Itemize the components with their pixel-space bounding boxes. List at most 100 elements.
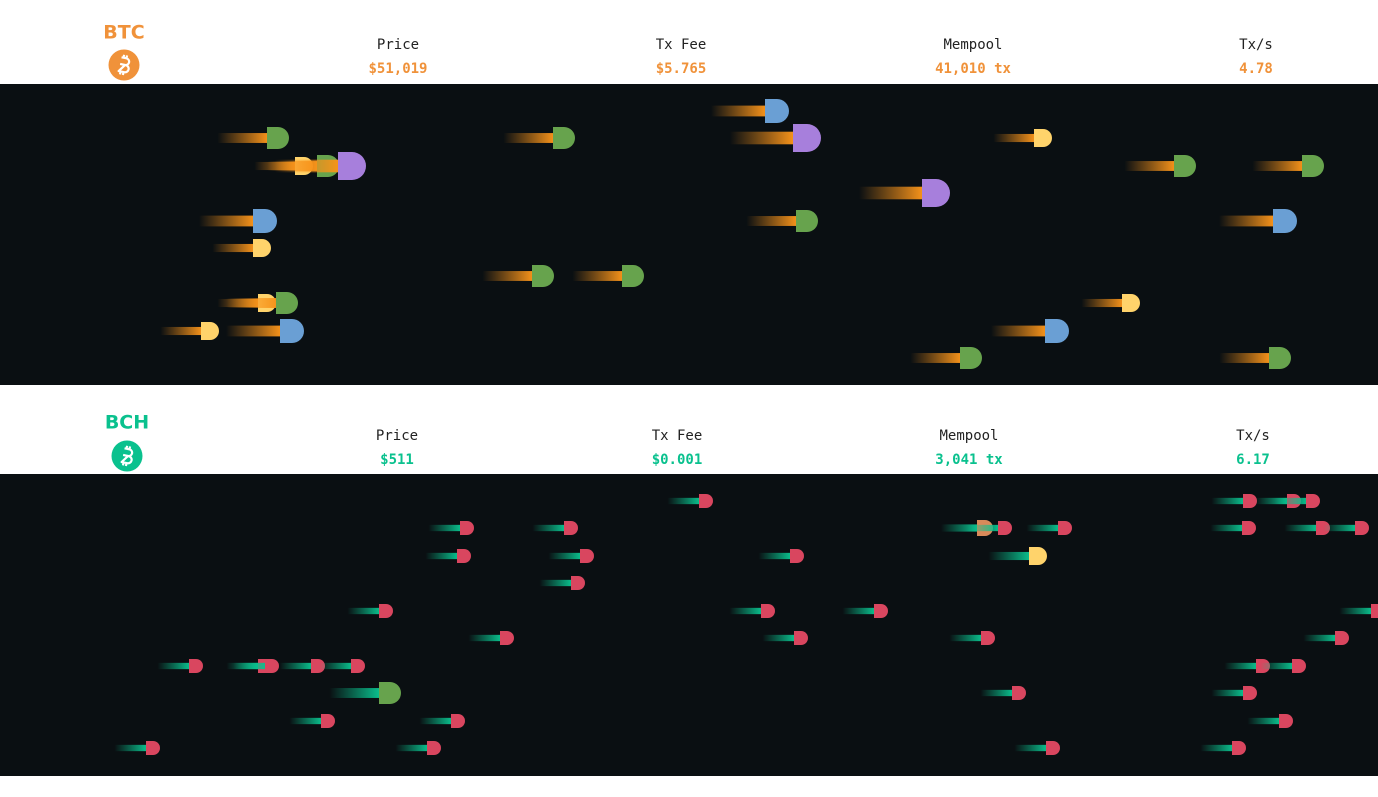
stat-label: Price [377, 37, 419, 53]
tx-trail [199, 215, 254, 227]
tx-block [765, 99, 789, 123]
tx-trail [539, 579, 572, 587]
tx-block [276, 292, 298, 314]
tx-trail [980, 689, 1013, 697]
tx-block [321, 714, 335, 728]
tx-trail [910, 353, 961, 363]
tx-trail [1260, 662, 1293, 670]
tx-block [265, 659, 279, 673]
tx-trail [226, 325, 281, 337]
tx-block [1122, 294, 1140, 312]
tx-trail [482, 271, 533, 281]
tx-trail [548, 552, 581, 560]
mempool-stream [0, 84, 1378, 385]
tx-trail [419, 717, 452, 725]
stat-label: Tx/s [1236, 428, 1270, 444]
tx-trail [1255, 497, 1288, 505]
tx-block [280, 319, 304, 343]
stat-label: Tx Fee [656, 37, 707, 53]
tx-trail [1210, 524, 1243, 532]
tx-trail [667, 497, 700, 505]
tx-trail [842, 607, 875, 615]
tx-block [1029, 547, 1047, 565]
tx-trail [1284, 524, 1317, 532]
coin-icon-glyph [117, 54, 131, 76]
tx-trail [160, 326, 202, 336]
tx-block [427, 741, 441, 755]
tx-trail [762, 634, 795, 642]
tx-trail [746, 216, 797, 226]
tx-block [253, 239, 271, 257]
tx-block [1243, 494, 1257, 508]
tx-trail [949, 634, 982, 642]
tx-trail [1247, 717, 1280, 725]
stat-label: Mempool [943, 37, 1002, 53]
tx-trail [217, 133, 268, 143]
tx-block [500, 631, 514, 645]
tx-trail [1274, 497, 1307, 505]
tx-trail [319, 662, 352, 670]
tx-block [553, 127, 575, 149]
tx-block [790, 549, 804, 563]
tx-block [457, 549, 471, 563]
tx-trail [966, 524, 999, 532]
tx-trail [1211, 497, 1244, 505]
tx-trail [1224, 662, 1257, 670]
tx-trail [279, 662, 312, 670]
tx-block [761, 604, 775, 618]
tx-block [794, 631, 808, 645]
tx-block [1269, 347, 1291, 369]
tx-block [267, 127, 289, 149]
stat-label: Tx Fee [652, 428, 703, 444]
tx-block [451, 714, 465, 728]
tx-trail [988, 551, 1030, 561]
stat-value: $0.001 [652, 452, 703, 468]
tx-trail [275, 159, 339, 173]
tx-block [1012, 686, 1026, 700]
tx-trail [428, 524, 461, 532]
tx-trail [233, 662, 266, 670]
tx-block [1046, 741, 1060, 755]
tx-trail [212, 243, 254, 253]
tx-trail [532, 524, 565, 532]
tx-block [796, 210, 818, 232]
coin-name: BTC [103, 22, 144, 44]
stat-value: $5.765 [656, 61, 707, 77]
tx-block [1302, 155, 1324, 177]
tx-block [699, 494, 713, 508]
tx-trail [572, 271, 623, 281]
stat-label: Tx/s [1239, 37, 1273, 53]
tx-block [1371, 604, 1378, 618]
stream-background [0, 474, 1378, 776]
tx-trail [425, 552, 458, 560]
tx-block [571, 576, 585, 590]
tx-block [1034, 129, 1052, 147]
tx-block [622, 265, 644, 287]
tx-block [564, 521, 578, 535]
tx-block [460, 521, 474, 535]
tx-trail [991, 325, 1046, 337]
tx-trail [395, 744, 428, 752]
coin-name: BCH [105, 412, 149, 434]
stat-value: 41,010 tx [935, 61, 1011, 77]
tx-trail [1081, 298, 1123, 308]
tx-trail [503, 133, 554, 143]
tx-block [1292, 659, 1306, 673]
tx-block [1316, 521, 1330, 535]
tx-trail [289, 717, 322, 725]
stat-value: 6.17 [1236, 452, 1270, 468]
tx-trail [993, 133, 1035, 143]
tx-block [311, 659, 325, 673]
tx-block [189, 659, 203, 673]
tx-trail [1339, 607, 1372, 615]
tx-block [1279, 714, 1293, 728]
tx-block [351, 659, 365, 673]
stat-label: Price [376, 428, 418, 444]
coin-icon-glyph [120, 445, 134, 467]
stat-value: $511 [380, 452, 414, 468]
tx-trail [729, 607, 762, 615]
tx-block [922, 179, 950, 207]
tx-trail [1014, 744, 1047, 752]
